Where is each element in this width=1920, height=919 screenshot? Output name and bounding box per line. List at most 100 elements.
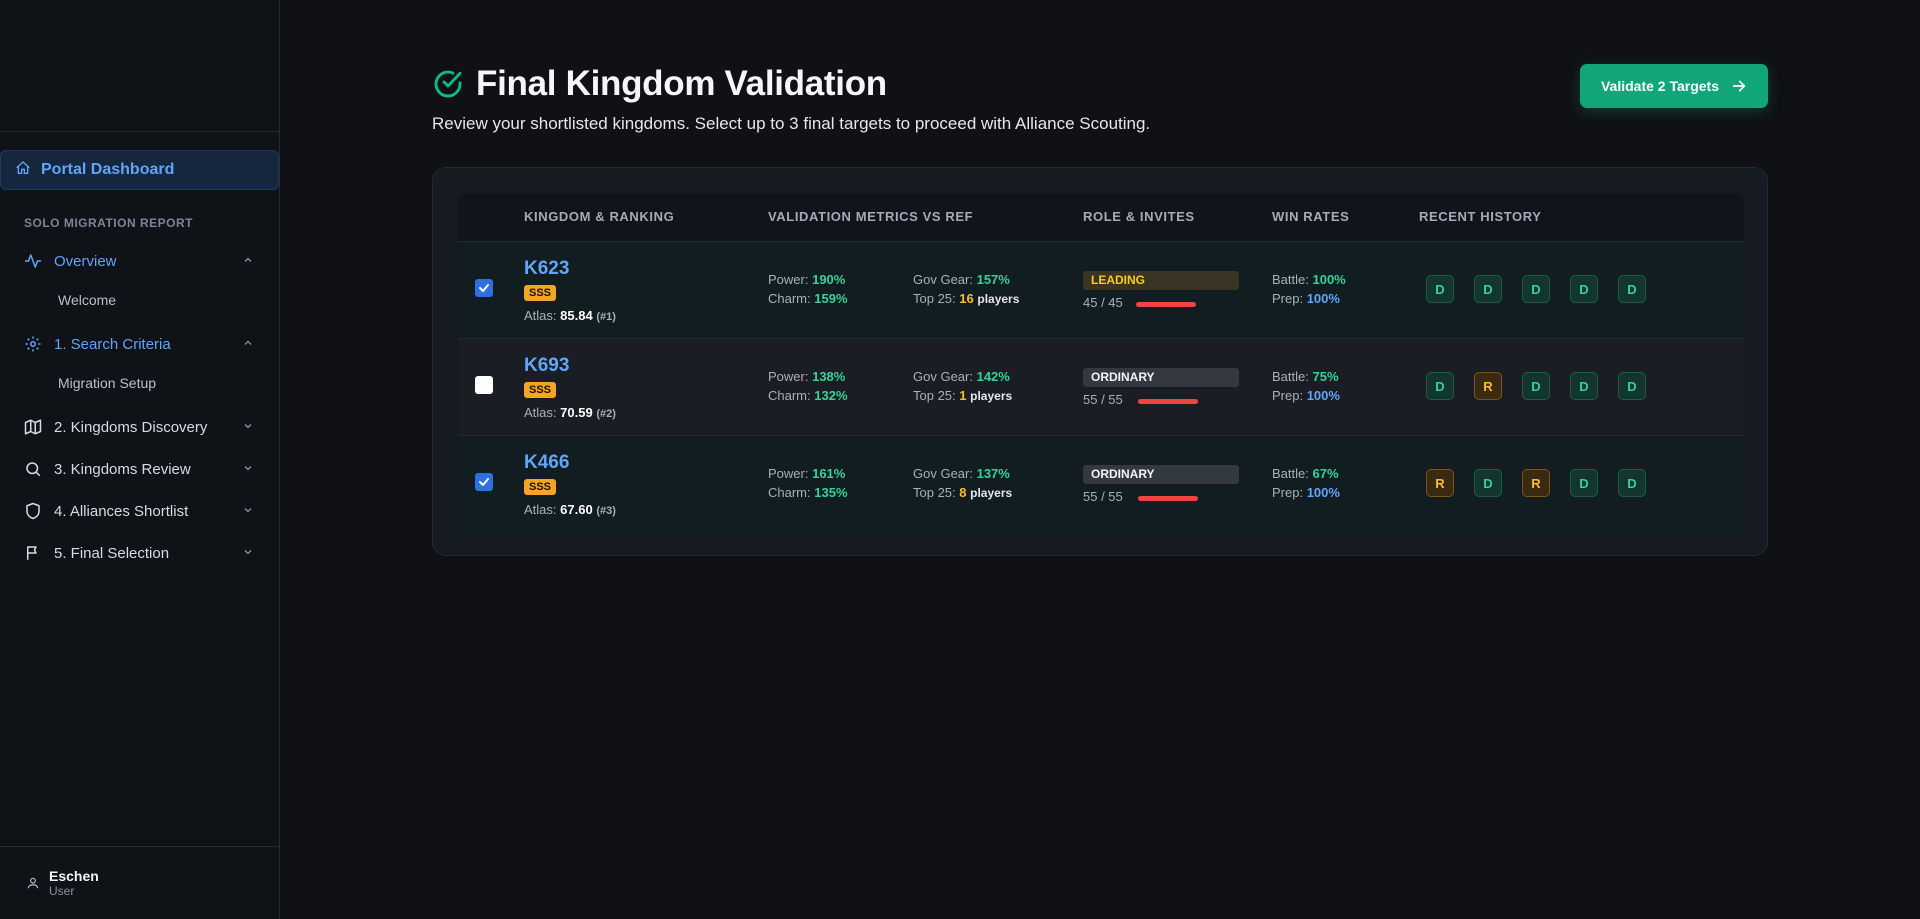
column-header-history: RECENT HISTORY [1419,209,1542,224]
kingdom-name[interactable]: K466 [524,452,570,473]
tier-badge: SSS [524,382,557,398]
atlas-score: Atlas: 67.60 (#3) [524,502,616,517]
power-charm-metrics: Power: 190% Charm: 159% [768,272,848,306]
gov-gear-value: 137% [976,466,1010,481]
sidebar-subitem-welcome[interactable]: Welcome [58,292,117,308]
sidebar-item-label: 3. Kingdoms Review [54,460,191,478]
history-chip: D [1618,275,1646,303]
history-chip: D [1522,372,1550,400]
top25-value: 1 [959,388,967,403]
sidebar-item-final-selection[interactable]: 5. Final Selection [24,541,254,565]
history-chip: D [1618,372,1646,400]
chevron-down-icon [242,545,254,562]
sidebar-section-label: SOLO MIGRATION REPORT [24,216,193,230]
invites-count: 55 / 55 [1083,392,1123,407]
prep-rate: 100% [1306,291,1340,306]
gov-gear-value: 142% [976,369,1010,384]
sidebar-item-label: 4. Alliances Shortlist [54,502,189,520]
flag-icon [24,544,42,562]
chevron-down-icon [242,503,254,520]
history-chip: R [1522,469,1550,497]
column-header-role: ROLE & INVITES [1083,209,1195,224]
prep-rate: 100% [1306,485,1340,500]
history-chip: D [1618,469,1646,497]
sidebar-item-kingdoms-review[interactable]: 3. Kingdoms Review [24,457,254,481]
win-rates: Battle: 100% Prep: 100% [1272,272,1346,306]
invites-count: 55 / 55 [1083,489,1123,504]
invites-progress-bar [1136,302,1196,307]
sidebar-item-label: 2. Kingdoms Discovery [54,418,208,436]
kingdom-name[interactable]: K623 [524,258,570,279]
map-icon [24,418,42,436]
power-charm-metrics: Power: 161% Charm: 135% [768,466,848,500]
sidebar-item-label: 5. Final Selection [54,544,170,562]
row-checkbox[interactable] [475,279,493,297]
history-chip: D [1426,275,1454,303]
table-row[interactable]: K466 SSS Atlas: 67.60 (#3) Power: 161% C… [458,435,1744,532]
top25-value: 16 [959,291,974,306]
atlas-score: Atlas: 70.59 (#2) [524,405,616,420]
search-icon [24,460,42,478]
portal-dashboard-label: Portal Dashboard [41,161,175,178]
table-row[interactable]: K623 SSS Atlas: 85.84 (#1) Power: 190% C… [458,241,1744,338]
validate-targets-button[interactable]: Validate 2 Targets [1580,64,1768,108]
history-chip: R [1474,372,1502,400]
validation-panel: KINGDOM & RANKING VALIDATION METRICS VS … [432,167,1768,556]
power-value: 161% [812,466,846,481]
history-chip: D [1570,469,1598,497]
win-rates: Battle: 67% Prep: 100% [1272,466,1340,500]
user-icon [26,876,40,890]
gear-top25-metrics: Gov Gear: 137% Top 25: 8 players [913,466,1013,500]
charm-value: 135% [814,485,848,500]
chevron-down-icon [242,419,254,436]
battle-rate: 75% [1312,369,1339,384]
chevron-up-icon [242,336,254,353]
page-subtitle: Review your shortlisted kingdoms. Select… [432,114,1151,133]
top25-value: 8 [959,485,967,500]
column-header-metrics: VALIDATION METRICS VS REF [768,209,974,224]
sidebar-item-alliances-shortlist[interactable]: 4. Alliances Shortlist [24,499,254,523]
row-checkbox[interactable] [475,376,493,394]
portal-dashboard-link[interactable]: Portal Dashboard [0,150,279,190]
tier-badge: SSS [524,285,557,301]
sidebar-item-kingdoms-discovery[interactable]: 2. Kingdoms Discovery [24,415,254,439]
role-badge: LEADING [1083,271,1239,290]
sidebar-item-overview[interactable]: Overview [24,249,254,273]
invites-count: 45 / 45 [1083,295,1123,310]
column-header-kingdom: KINGDOM & RANKING [524,209,675,224]
power-charm-metrics: Power: 138% Charm: 132% [768,369,848,403]
role-badge: ORDINARY [1083,368,1239,387]
row-checkbox[interactable] [475,473,493,491]
sidebar-header [0,0,279,132]
gov-gear-value: 157% [976,272,1010,287]
sidebar-item-label: Overview [54,252,117,270]
column-header-win-rates: WIN RATES [1272,209,1350,224]
user-name: Eschen [49,868,99,884]
home-icon [15,160,41,181]
page-title: Final Kingdom Validation [476,64,887,103]
user-profile[interactable]: Eschen User [26,868,99,898]
role-badge: ORDINARY [1083,465,1239,484]
sidebar-item-label: 1. Search Criteria [54,335,171,353]
atlas-score: Atlas: 85.84 (#1) [524,308,616,323]
check-circle-icon [432,68,464,100]
table-row[interactable]: K693 SSS Atlas: 70.59 (#2) Power: 138% C… [458,338,1744,435]
power-value: 190% [812,272,846,287]
history-chip: D [1474,469,1502,497]
battle-rate: 67% [1312,466,1339,481]
gear-top25-metrics: Gov Gear: 157% Top 25: 16 players [913,272,1020,306]
power-value: 138% [812,369,846,384]
history-chip: D [1570,275,1598,303]
activity-icon [24,252,42,270]
gear-top25-metrics: Gov Gear: 142% Top 25: 1 players [913,369,1013,403]
kingdom-name[interactable]: K693 [524,355,570,376]
sidebar-item-search-criteria[interactable]: 1. Search Criteria [24,332,254,356]
validate-button-label: Validate 2 Targets [1600,78,1719,94]
sidebar-footer [0,846,279,919]
history-chip: R [1426,469,1454,497]
arrow-right-icon [1719,78,1747,94]
invites-progress-bar [1138,399,1198,404]
user-role: User [49,884,75,898]
page-header: Final Kingdom Validation [432,64,887,104]
sidebar-subitem-migration-setup[interactable]: Migration Setup [58,375,157,391]
